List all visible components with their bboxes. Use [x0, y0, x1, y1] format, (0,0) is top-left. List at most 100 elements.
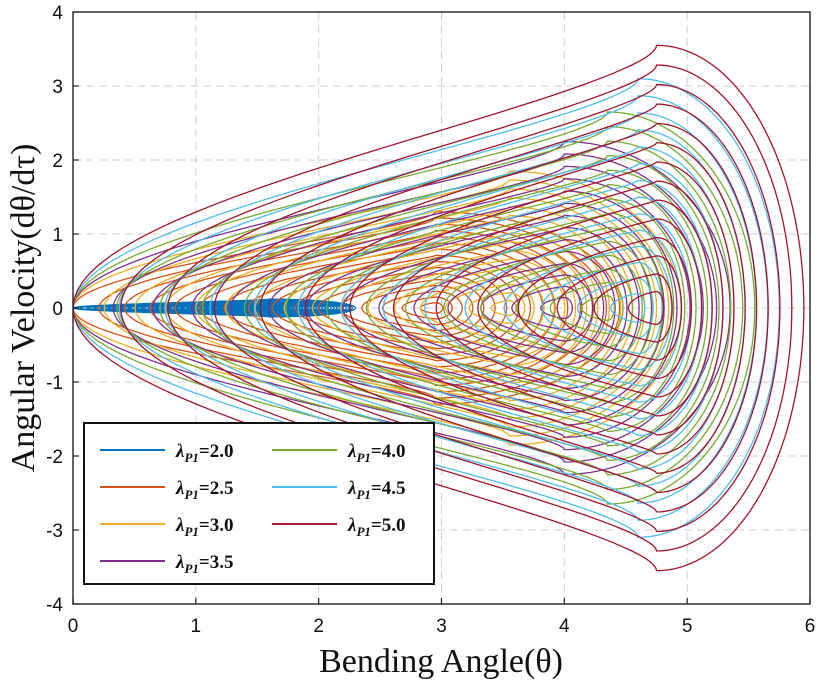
legend-entry: λP1=2.0	[175, 441, 233, 465]
orbit-curve	[191, 178, 691, 438]
orbit-curve	[325, 198, 686, 418]
legend-entry: λP1=4.0	[347, 441, 405, 465]
orbit-curve	[201, 155, 720, 461]
orbit-curve	[367, 258, 566, 358]
orbit-curve	[342, 226, 640, 390]
orbit-curve	[541, 261, 663, 355]
orbit-curve	[393, 266, 555, 350]
orbit-curve	[247, 254, 532, 362]
y-tick-label: 0	[52, 299, 63, 320]
legend-entry: λP1=4.5	[347, 478, 405, 502]
phase-curves	[73, 44, 805, 572]
orbit-curve	[435, 199, 713, 417]
orbit-curve	[174, 236, 569, 380]
orbit-curve	[118, 95, 769, 521]
orbit-curve	[405, 226, 664, 390]
y-tick-label: 3	[52, 77, 63, 98]
orbit-curve	[444, 283, 535, 333]
series-4	[73, 111, 756, 505]
y-tick-label: -4	[46, 595, 63, 616]
orbit-curve	[213, 103, 769, 513]
orbit-curve	[464, 229, 682, 387]
orbit-curve	[230, 190, 678, 426]
orbit-curve	[164, 197, 646, 419]
orbit-curve	[443, 240, 654, 376]
legend: λP1=2.0 λP1=2.5 λP1=3.0 λP1=3.5 λP1=4.0 λP1=4…	[83, 422, 435, 585]
orbit-curve	[73, 111, 756, 505]
orbit-curve	[381, 290, 463, 326]
orbit-curve	[447, 262, 605, 354]
orbit-curve	[199, 242, 556, 374]
orbit-curve	[195, 206, 634, 410]
orbit-curve	[540, 296, 573, 320]
orbit-curve	[577, 277, 654, 339]
orbit-curve	[317, 273, 496, 343]
orbit-curve	[152, 165, 704, 451]
x-tick-label: 2	[313, 616, 324, 637]
y-tick-label: -2	[46, 447, 63, 468]
legend-entry: λP1=3.5	[175, 552, 233, 576]
orbit-curve	[490, 299, 517, 317]
orbit-curve	[73, 140, 731, 476]
orbit-curve	[340, 179, 713, 437]
orbit-curve	[392, 180, 724, 436]
y-tick-label: 1	[52, 225, 63, 246]
orbit-curve	[285, 184, 697, 432]
orbit-curve	[401, 296, 453, 320]
orbit-curve	[556, 255, 683, 361]
orbit-curve	[209, 129, 746, 487]
orbit-curve	[73, 77, 780, 539]
orbit-curve	[304, 142, 746, 474]
orbit-curve	[477, 218, 703, 398]
orbit-curve	[268, 202, 665, 414]
series-3	[73, 140, 731, 476]
orbit-curve	[480, 254, 643, 362]
x-tick-label: 5	[682, 616, 693, 637]
orbit-curve	[123, 223, 595, 393]
orbit-curve	[511, 285, 583, 331]
x-tick-label: 1	[191, 616, 202, 637]
y-tick-label: -3	[46, 521, 63, 542]
orbit-curve	[339, 249, 577, 367]
orbit-curve	[424, 213, 692, 403]
orbit-curve	[167, 83, 781, 533]
orbit-curve	[271, 260, 520, 356]
y-tick-label: 2	[52, 151, 63, 172]
x-tick-label: 3	[436, 616, 447, 637]
orbit-curve	[515, 268, 634, 348]
orbit-curve	[253, 146, 735, 470]
orbit-curve	[361, 284, 474, 332]
orbit-curve	[243, 169, 709, 447]
grid-lines	[73, 12, 810, 604]
y-tick-label: -1	[46, 373, 63, 394]
x-tick-label: 0	[68, 616, 79, 637]
orbit-curve	[349, 161, 735, 455]
orbit-curve	[116, 125, 744, 491]
orbit-curve	[627, 290, 665, 326]
orbit-curve	[103, 179, 670, 437]
orbit-curve	[120, 64, 793, 552]
orbit-curve	[593, 273, 673, 343]
orbit-curve	[259, 122, 758, 494]
orbit-curve	[283, 232, 599, 384]
orbit-curve	[378, 238, 628, 378]
y-tick-label: 4	[52, 3, 63, 24]
orbit-curve	[297, 163, 724, 453]
orbit-curve	[517, 236, 693, 380]
legend-entry: λP1=2.5	[175, 478, 233, 502]
series-5	[73, 77, 780, 539]
orbit-curve	[73, 44, 805, 572]
x-axis-label: Bending Angle(θ)	[319, 643, 563, 680]
orbit-curve	[382, 196, 703, 420]
orbit-curve	[365, 212, 675, 404]
y-axis-label: Angular Velocity(dθ/dτ)	[5, 144, 42, 473]
orbit-curve	[468, 291, 526, 325]
axis-ticks: 0 1 2 3 4 5 6 -4 -3 -2 -1 0 1 2 3 4	[46, 3, 815, 637]
orbit-curve	[254, 223, 610, 393]
series-6	[73, 44, 805, 572]
orbit-curve	[503, 245, 673, 371]
orbit-curve	[73, 298, 357, 318]
orbit-curve	[311, 241, 588, 375]
legend-entry: λP1=3.0	[175, 515, 233, 539]
